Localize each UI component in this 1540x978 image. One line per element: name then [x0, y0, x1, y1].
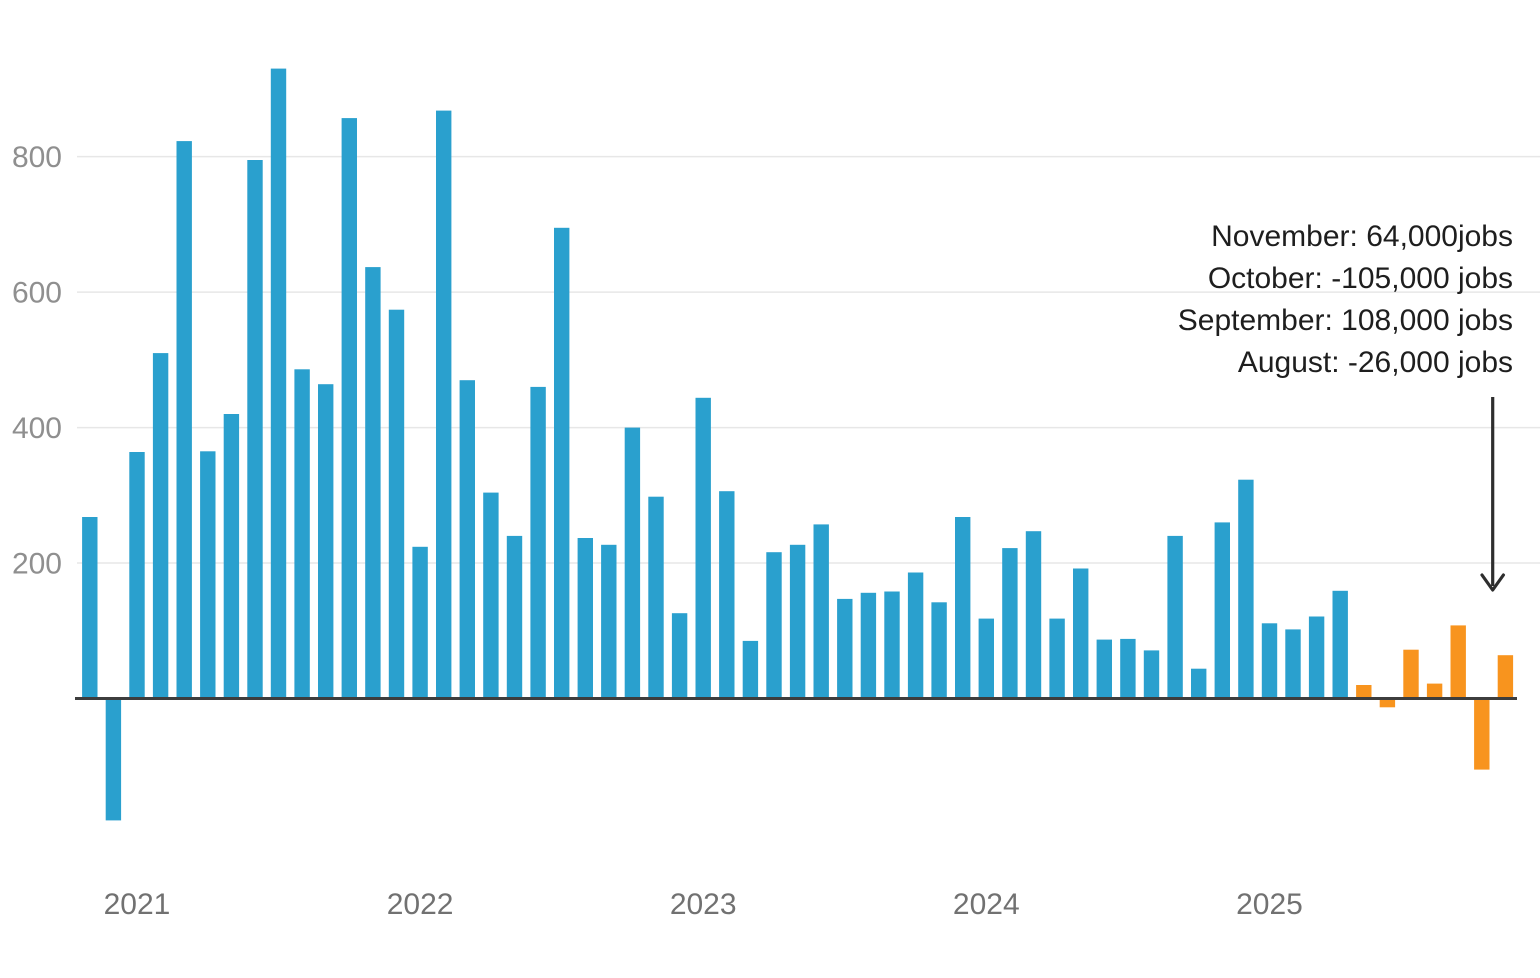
bar-feb-2023 [719, 491, 735, 699]
bar-apr-2023 [766, 552, 782, 699]
bar-sep-2025 [1450, 625, 1466, 699]
bar-may-2025 [1356, 685, 1372, 699]
y-tick-label-800: 800 [12, 141, 62, 174]
bar-apr-2022 [483, 492, 499, 699]
bar-oct-2021 [341, 118, 357, 699]
bar-jun-2023 [813, 524, 829, 699]
y-tick-label-600: 600 [12, 277, 62, 310]
bar-apr-2024 [1049, 618, 1065, 699]
x-axis-year-label-2023: 2023 [670, 888, 737, 921]
y-tick-label-200: 200 [12, 548, 62, 581]
bar-dec-2024 [1238, 479, 1254, 699]
bar-sep-2021 [318, 384, 334, 699]
bar-feb-2025 [1285, 629, 1301, 699]
bar-aug-2021 [294, 369, 310, 699]
bar-mar-2021 [176, 141, 192, 699]
bar-jul-2025 [1403, 649, 1419, 699]
bar-may-2021 [223, 414, 240, 699]
bar-nov-2020 [82, 517, 98, 699]
x-axis-year-label-2021: 2021 [104, 888, 171, 921]
bar-oct-2023 [907, 572, 924, 699]
bar-dec-2021 [388, 309, 405, 699]
bar-mar-2023 [742, 640, 759, 699]
annotation-arrow-head-icon [1480, 573, 1505, 592]
bar-jun-2021 [247, 160, 263, 699]
bar-mar-2025 [1308, 616, 1325, 699]
bar-apr-2021 [200, 451, 216, 699]
bar-jul-2024 [1120, 638, 1136, 699]
bar-jan-2021 [129, 452, 145, 699]
bar-jan-2024 [978, 618, 994, 699]
bar-mar-2022 [459, 380, 475, 699]
bar-dec-2022 [671, 613, 688, 699]
bar-sep-2024 [1167, 535, 1183, 699]
bar-jan-2023 [695, 397, 711, 699]
x-axis-year-label-2022: 2022 [387, 888, 454, 921]
y-tick-label-400: 400 [12, 412, 62, 445]
bar-dec-2020 [105, 698, 122, 821]
bar-aug-2025 [1426, 683, 1443, 699]
bar-jul-2023 [837, 598, 853, 699]
annotation-line-november: November: 64,000jobs [1211, 220, 1513, 253]
bar-aug-2024 [1143, 650, 1160, 699]
bar-jan-2022 [412, 546, 428, 699]
annotation-line-september: September: 108,000 jobs [1177, 304, 1513, 337]
annotation-line-october: October: -105,000 jobs [1207, 262, 1513, 295]
bar-nov-2025 [1497, 655, 1514, 699]
bar-feb-2022 [436, 110, 452, 699]
annotation: November: 64,000jobs October: -105,000 j… [1178, 216, 1513, 384]
bar-sep-2023 [884, 591, 900, 699]
bar-may-2024 [1073, 568, 1089, 699]
bar-jul-2021 [270, 68, 287, 699]
bar-oct-2022 [624, 427, 641, 699]
bar-oct-2024 [1191, 668, 1207, 699]
bar-dec-2023 [955, 517, 971, 699]
bar-aug-2023 [860, 592, 877, 699]
bar-jun-2025 [1379, 698, 1396, 708]
bar-sep-2022 [601, 544, 617, 699]
x-axis-year-label-2024: 2024 [953, 888, 1020, 921]
bar-aug-2022 [577, 538, 593, 699]
bar-jun-2024 [1096, 639, 1112, 699]
bar-nov-2022 [648, 496, 664, 699]
bar-nov-2021 [365, 267, 381, 699]
bar-mar-2024 [1025, 531, 1042, 699]
bar-nov-2023 [931, 602, 947, 699]
bar-jul-2022 [554, 227, 570, 699]
x-axis-year-label-2025: 2025 [1236, 888, 1303, 921]
bar-feb-2021 [152, 353, 169, 699]
bar-oct-2025 [1474, 698, 1490, 770]
bar-feb-2024 [1002, 548, 1018, 699]
bar-apr-2025 [1332, 590, 1348, 699]
bar-jun-2022 [530, 386, 546, 699]
bar-may-2023 [789, 544, 806, 699]
bar-may-2022 [506, 535, 523, 699]
bar-jan-2025 [1261, 623, 1278, 699]
annotation-line-august: August: -26,000 jobs [1237, 346, 1513, 379]
bar-nov-2024 [1214, 522, 1230, 699]
